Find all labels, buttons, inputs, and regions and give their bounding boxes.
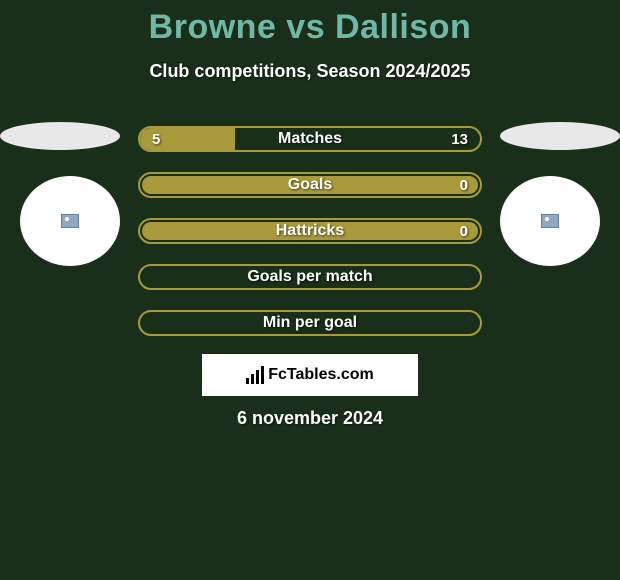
fctables-logo: FcTables.com: [202, 354, 418, 396]
image-placeholder-icon: [61, 214, 79, 228]
footer-date: 6 november 2024: [0, 408, 620, 429]
stat-label: Hattricks: [140, 222, 480, 240]
player-right-avatar: [500, 176, 600, 266]
page-title: Browne vs Dallison: [0, 0, 620, 47]
logo-text: FcTables.com: [268, 366, 374, 384]
stat-label: Matches: [140, 130, 480, 148]
stats-bars: 5 Matches 13 Goals 0 Hattricks 0 Goals p…: [138, 126, 482, 356]
stat-value-right: 13: [451, 131, 468, 148]
stat-label: Goals per match: [140, 268, 480, 286]
stat-label: Goals: [140, 176, 480, 194]
logo-bars-icon: [246, 366, 264, 384]
player-left-ellipse: [0, 122, 120, 150]
subtitle: Club competitions, Season 2024/2025: [0, 61, 620, 82]
stat-label: Min per goal: [140, 314, 480, 332]
stat-value-right: 0: [460, 177, 468, 194]
player-right-ellipse: [500, 122, 620, 150]
player-left-avatar: [20, 176, 120, 266]
image-placeholder-icon: [541, 214, 559, 228]
stat-row-hattricks: Hattricks 0: [138, 218, 482, 244]
stat-row-mpg: Min per goal: [138, 310, 482, 336]
stat-row-matches: 5 Matches 13: [138, 126, 482, 152]
stat-value-right: 0: [460, 223, 468, 240]
stat-row-gpm: Goals per match: [138, 264, 482, 290]
stat-row-goals: Goals 0: [138, 172, 482, 198]
